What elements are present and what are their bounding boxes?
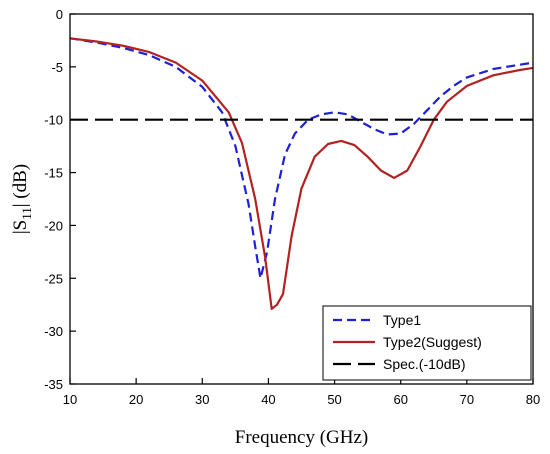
y-tick-label: -20 bbox=[44, 218, 63, 233]
x-tick-label: 80 bbox=[526, 392, 540, 407]
y-tick-label: -15 bbox=[44, 166, 63, 181]
y-axis-title-post: | (dB) bbox=[10, 164, 31, 207]
ticks-layer: 10 20 30 40 50 60 70 80 0 -5 -10 -15 -20 -25 -30 -35 bbox=[44, 7, 540, 407]
x-tick-label: 60 bbox=[393, 392, 407, 407]
x-tick-label: 10 bbox=[63, 392, 77, 407]
y-tick-label: -25 bbox=[44, 271, 63, 286]
series-line-1 bbox=[69, 37, 534, 280]
legend-label: Spec.(-10dB) bbox=[383, 356, 465, 372]
plot-frame bbox=[69, 13, 534, 385]
y-tick-label: -35 bbox=[44, 377, 63, 392]
legend: Type1 Type2(Suggest) Spec.(-10dB) bbox=[322, 305, 532, 381]
legend-label: Type1 bbox=[383, 312, 421, 328]
y-axis-title-pre: |S bbox=[10, 220, 31, 234]
x-tick-label: 20 bbox=[129, 392, 143, 407]
legend-label: Type2(Suggest) bbox=[383, 334, 482, 350]
series-layer bbox=[69, 37, 534, 310]
y-axis-title: |S11| (dB) bbox=[10, 164, 34, 234]
x-tick-label: 50 bbox=[327, 392, 341, 407]
y-tick-label: -10 bbox=[44, 113, 63, 128]
x-tick-label: 30 bbox=[195, 392, 209, 407]
x-tick-label: 40 bbox=[261, 392, 275, 407]
y-tick-label: -30 bbox=[44, 324, 63, 339]
y-tick-label: 0 bbox=[56, 7, 63, 22]
x-axis-title: Frequency (GHz) bbox=[235, 427, 368, 448]
series-line-2 bbox=[69, 37, 534, 310]
y-tick-label: -5 bbox=[51, 60, 63, 75]
y-axis-title-sub: 11 bbox=[19, 207, 34, 220]
x-tick-label: 70 bbox=[460, 392, 474, 407]
